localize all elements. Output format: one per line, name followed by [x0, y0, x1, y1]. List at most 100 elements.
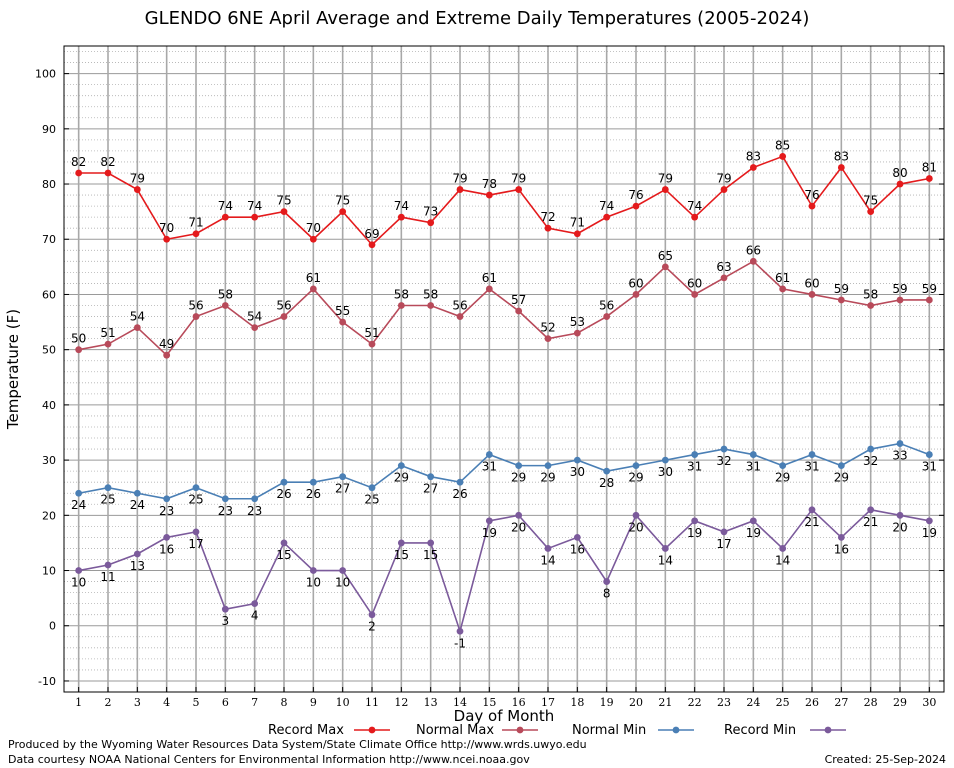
normal-min-data-label: 31: [687, 460, 702, 474]
normal-min-point: [925, 451, 933, 458]
normal-max-point: [339, 318, 347, 326]
x-tick-label: 16: [512, 696, 526, 709]
record-max-point: [485, 191, 493, 199]
record-min-data-label: 20: [892, 520, 907, 534]
record-max-data-label: 79: [658, 172, 673, 186]
normal-max-point: [456, 313, 464, 320]
record-max-data-label: 82: [71, 155, 86, 169]
record-max-data-label: 76: [628, 188, 643, 202]
normal-min-series: 24 25 24 23 25 23 23 26 26 27 25 29 27 26 31 29 29 30 28 29…: [71, 440, 937, 518]
normal-max-data-label: 59: [834, 282, 849, 296]
x-tick-label: 22: [688, 696, 702, 709]
record-min-data-label: 19: [746, 526, 761, 540]
record-max-data-label: 81: [922, 161, 937, 175]
normal-max-data-label: 60: [804, 276, 819, 290]
normal-min-data-label: 26: [452, 487, 467, 501]
record-max-point: [221, 213, 229, 221]
record-min-data-label: 15: [423, 548, 438, 562]
normal-min-data-label: 28: [599, 476, 614, 490]
x-tick-label: 1: [75, 696, 82, 709]
normal-min-data-label: 27: [423, 482, 438, 496]
y-tick-label: 40: [42, 399, 56, 412]
record-min-data-label: 10: [306, 576, 321, 590]
normal-max-point: [749, 257, 757, 265]
normal-min-point: [749, 451, 757, 458]
record-max-point: [280, 208, 288, 216]
record-min-data-label: 21: [863, 515, 878, 529]
normal-min-data-label: 26: [276, 487, 291, 501]
x-tick-label: 30: [922, 696, 936, 709]
normal-max-point: [192, 313, 200, 320]
record-min-point: [192, 528, 200, 536]
record-min-point: [456, 627, 464, 635]
record-min-point: [779, 545, 787, 552]
record-min-point: [632, 511, 640, 519]
normal-max-point: [691, 291, 699, 298]
normal-max-data-label: 56: [599, 299, 614, 313]
record-min-point: [339, 567, 347, 574]
normal-min-point: [691, 451, 699, 458]
chart-title: GLENDO 6NE April Average and Extreme Dai…: [144, 8, 810, 29]
normal-max-data-label: 65: [658, 249, 673, 263]
x-tick-label: 7: [251, 696, 258, 709]
legend-swatch-marker: [368, 726, 376, 734]
x-tick-label: 13: [424, 696, 438, 709]
record-min-data-label: 15: [394, 548, 409, 562]
record-min-point: [808, 506, 816, 514]
x-tick-label: 29: [893, 696, 907, 709]
normal-min-point: [808, 451, 816, 458]
normal-min-data-label: 29: [511, 471, 526, 485]
record-min-data-label: 11: [100, 570, 115, 584]
record-min-data-label: 19: [482, 526, 497, 540]
normal-max-point: [632, 291, 640, 298]
record-max-data-label: 75: [863, 194, 878, 208]
normal-max-data-label: 58: [863, 288, 878, 302]
normal-min-data-label: 31: [804, 460, 819, 474]
record-max-data-label: 70: [159, 221, 174, 235]
plot-frame: [63, 45, 945, 693]
normal-max-data-label: 58: [218, 288, 233, 302]
record-max-data-label: 78: [482, 177, 497, 191]
normal-min-point: [573, 456, 581, 464]
record-min-point: [397, 539, 405, 547]
record-max-data-label: 83: [834, 149, 849, 163]
record-min-point: [427, 539, 435, 547]
x-tick-label: 27: [834, 696, 848, 709]
record-min-data-label: 17: [716, 537, 731, 551]
normal-max-data-label: 61: [306, 271, 321, 285]
normal-max-data-label: 61: [775, 271, 790, 285]
normal-min-data-label: 25: [364, 493, 379, 507]
record-max-point: [896, 180, 904, 188]
normal-min-point: [632, 462, 640, 470]
normal-max-data-label: 56: [188, 299, 203, 313]
record-max-point: [837, 164, 845, 171]
record-max-data-label: 74: [218, 199, 233, 213]
normal-min-point: [661, 456, 669, 464]
normal-max-data-label: 63: [716, 260, 731, 274]
record-min-data-label: 16: [834, 542, 849, 556]
normal-min-data-label: 27: [335, 482, 350, 496]
record-max-data-label: 75: [335, 194, 350, 208]
normal-max-data-label: 50: [71, 332, 86, 346]
record-min-point: [515, 511, 523, 519]
y-tick-label: 50: [42, 344, 56, 357]
record-min-point: [896, 511, 904, 519]
record-min-point: [163, 534, 171, 541]
x-tick-label: 20: [629, 696, 643, 709]
record-max-point: [104, 169, 112, 177]
record-max-point: [75, 169, 83, 177]
record-max-data-label: 71: [188, 216, 203, 230]
normal-min-point: [280, 478, 288, 486]
legend-swatch-marker: [516, 726, 524, 734]
record-min-data-label: 14: [658, 553, 673, 567]
x-tick-label: 18: [570, 696, 584, 709]
normal-min-line: [78, 442, 930, 500]
record-max-data-label: 83: [746, 149, 761, 163]
normal-max-data-label: 66: [746, 243, 761, 257]
footer-data-courtesy: Data courtesy NOAA National Centers for …: [8, 753, 530, 766]
record-max-point: [603, 213, 611, 221]
record-max-data-label: 79: [452, 172, 467, 186]
x-tick-label: 24: [746, 696, 760, 709]
normal-max-data-label: 51: [100, 326, 115, 340]
record-max-point: [573, 230, 581, 238]
